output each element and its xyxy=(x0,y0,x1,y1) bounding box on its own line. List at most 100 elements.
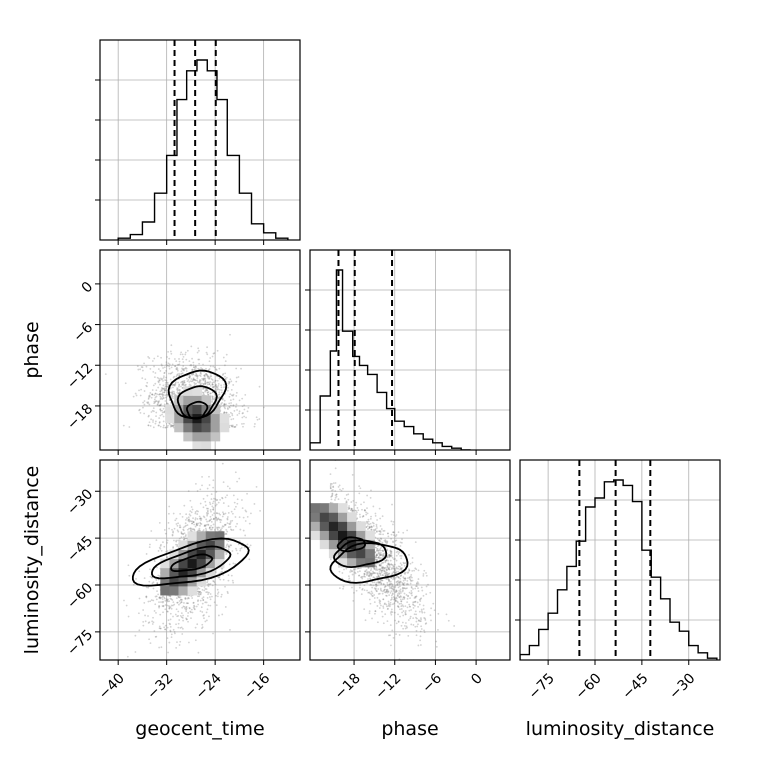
scatter-point xyxy=(143,400,146,402)
scatter-point xyxy=(227,386,229,389)
scatter-point xyxy=(166,600,169,603)
scatter-point xyxy=(164,624,167,627)
scatter-point xyxy=(166,402,168,405)
scatter-point xyxy=(167,402,169,405)
scatter-point xyxy=(201,597,204,600)
scatter-point xyxy=(213,601,216,604)
scatter-point xyxy=(150,576,153,579)
scatter-point xyxy=(230,388,233,391)
scatter-point xyxy=(390,644,392,647)
scatter-point xyxy=(394,591,397,593)
scatter-point xyxy=(188,641,190,644)
scatter-point xyxy=(406,529,409,532)
scatter-point xyxy=(375,554,378,557)
scatter-point xyxy=(205,351,208,354)
scatter-point xyxy=(162,541,164,544)
scatter-point xyxy=(146,385,148,388)
scatter-point xyxy=(414,610,417,613)
scatter-point xyxy=(366,574,368,577)
scatter-point xyxy=(229,544,232,546)
scatter-point xyxy=(156,355,159,358)
scatter-point xyxy=(196,490,199,492)
scatter-point xyxy=(397,613,399,616)
scatter-point xyxy=(148,546,151,549)
scatter-point xyxy=(379,581,382,583)
scatter-point xyxy=(168,505,171,508)
scatter-point xyxy=(183,369,185,372)
scatter-point xyxy=(138,597,141,600)
scatter-point xyxy=(403,572,406,575)
scatter-point xyxy=(246,543,249,546)
scatter-point xyxy=(154,635,157,638)
scatter-point xyxy=(230,544,232,547)
scatter-point xyxy=(205,591,208,594)
scatter-point xyxy=(225,539,228,542)
scatter-point xyxy=(220,593,223,596)
contour-outer xyxy=(131,537,250,587)
scatter-point xyxy=(377,556,380,559)
scatter-point xyxy=(158,421,161,423)
scatter-point xyxy=(228,563,231,566)
scatter-point xyxy=(228,380,230,383)
scatter-point xyxy=(208,378,211,380)
scatter-point xyxy=(173,527,176,530)
scatter-point xyxy=(169,595,172,598)
scatter-point xyxy=(377,557,380,559)
scatter-point xyxy=(138,409,141,412)
scatter-point xyxy=(385,568,388,571)
scatter-point xyxy=(395,559,398,562)
scatter-point xyxy=(227,408,229,411)
scatter-point xyxy=(399,588,402,591)
scatter-point xyxy=(176,373,179,376)
scatter-point xyxy=(396,550,399,553)
scatter-point xyxy=(388,563,391,566)
scatter-point xyxy=(177,363,180,366)
scatter-point xyxy=(176,545,179,548)
scatter-point xyxy=(385,542,388,545)
scatter-point xyxy=(176,387,179,389)
scatter-point xyxy=(379,556,382,559)
scatter-point xyxy=(377,552,380,555)
scatter-point xyxy=(192,606,195,609)
scatter-point xyxy=(384,575,387,577)
scatter-point xyxy=(338,587,341,589)
scatter-point xyxy=(203,375,206,377)
scatter-point xyxy=(378,507,381,510)
scatter-point xyxy=(369,573,372,575)
scatter-point xyxy=(425,593,428,596)
scatter-point xyxy=(193,369,195,371)
scatter-point xyxy=(369,569,372,572)
scatter-point xyxy=(397,575,399,578)
density-cell xyxy=(347,548,357,559)
density-cell xyxy=(169,576,179,587)
scatter-point xyxy=(387,577,389,580)
scatter-point xyxy=(165,385,168,388)
scatter-point xyxy=(420,625,423,628)
scatter-point xyxy=(184,384,187,387)
scatter-point xyxy=(220,386,223,389)
scatter-point xyxy=(235,406,237,408)
scatter-point xyxy=(335,493,338,496)
scatter-point xyxy=(342,487,344,490)
scatter-point xyxy=(376,562,379,565)
scatter-point xyxy=(386,591,389,594)
density-cell xyxy=(160,585,170,596)
scatter-point xyxy=(208,383,211,386)
scatter-point xyxy=(407,577,409,579)
scatter-point xyxy=(204,504,207,507)
scatter-point xyxy=(235,403,238,406)
scatter-point xyxy=(373,568,376,571)
scatter-point xyxy=(175,368,178,370)
scatter-point xyxy=(217,591,220,594)
scatter-point xyxy=(165,598,168,601)
scatter-point xyxy=(409,605,412,608)
scatter-point xyxy=(376,545,379,547)
scatter-point xyxy=(141,369,144,372)
scatter-point xyxy=(422,663,424,665)
scatter-point xyxy=(367,567,370,570)
scatter-point xyxy=(159,408,162,410)
scatter-point xyxy=(183,379,186,382)
scatter-point xyxy=(188,518,190,521)
scatter-point xyxy=(379,567,382,570)
density-cell xyxy=(337,503,348,513)
